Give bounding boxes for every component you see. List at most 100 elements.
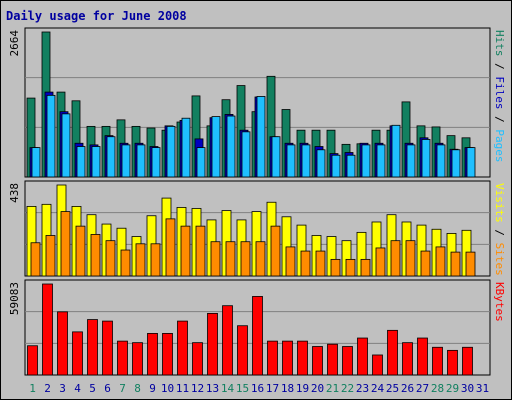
day-label-3: 3 (59, 382, 66, 395)
panel-2-bar-kbytes-7 (117, 340, 128, 376)
panel-1-bar-sites-30 (465, 251, 476, 277)
day-label-7: 7 (119, 382, 126, 395)
day-label-14: 14 (221, 382, 235, 395)
day-label-15: 15 (236, 382, 249, 395)
panel-1-bar-sites-21 (330, 258, 341, 277)
panel-2-bar-kbytes-18 (282, 340, 293, 376)
panel-0-bar-files-20 (316, 149, 326, 178)
panel-0-bar-files-18 (286, 144, 296, 178)
panel-0-bar-files-28 (436, 144, 446, 178)
panel-2-bar-kbytes-1 (27, 345, 38, 376)
day-label-8: 8 (134, 382, 141, 395)
panel-2-bar-kbytes-13 (207, 312, 218, 376)
panel-0-bar-files-5 (91, 146, 101, 178)
panel-1-bar-sites-28 (435, 246, 446, 277)
day-label-29: 29 (446, 382, 459, 395)
panel-0-bar-files-26 (406, 144, 416, 178)
day-label-23: 23 (356, 382, 369, 395)
panel-2-bar-kbytes-21 (327, 343, 338, 376)
panel-2-legend-item-0: KBytes (493, 282, 506, 322)
panel-0-bar-files-17 (271, 136, 281, 178)
day-label-1: 1 (29, 382, 36, 395)
panel-2-bar-kbytes-26 (402, 342, 413, 376)
panel-1-bar-sites-24 (375, 247, 386, 277)
panel-1-bar-sites-7 (120, 249, 131, 277)
panel-1-bar-sites-5 (90, 234, 101, 277)
panel-2-bar-kbytes-25 (387, 329, 398, 376)
panel-0-bar-files-27 (421, 139, 431, 178)
panel-1-bar-sites-15 (240, 241, 251, 277)
day-label-19: 19 (296, 382, 309, 395)
panel-1-bar-sites-18 (285, 246, 296, 277)
panel-1-bar-sites-25 (390, 240, 401, 277)
panel-0-bar-files-23 (361, 144, 371, 178)
panel-1-bar-sites-23 (360, 258, 371, 277)
day-label-17: 17 (266, 382, 279, 395)
panel-1-bar-sites-17 (270, 225, 281, 277)
panel-1-bar-sites-19 (300, 250, 311, 277)
panel-0-bar-files-19 (301, 144, 311, 178)
day-label-5: 5 (89, 382, 96, 395)
panel-0-bar-files-6 (106, 136, 116, 178)
panel-2-bar-kbytes-24 (372, 354, 383, 376)
panel-0-bar-files-7 (121, 144, 131, 178)
panel-1-bar-sites-1 (30, 242, 41, 277)
panel-0-bar-files-21 (331, 154, 341, 178)
day-label-24: 24 (371, 382, 385, 395)
panel-0-bar-files-2 (46, 94, 56, 178)
day-label-27: 27 (416, 382, 429, 395)
panel-1-bar-sites-12 (195, 225, 206, 277)
panel-1-bar-sites-22 (345, 258, 356, 277)
day-label-16: 16 (251, 382, 264, 395)
panel-1-bar-sites-9 (150, 243, 161, 277)
panel-2-bar-kbytes-8 (132, 342, 143, 376)
panel-1-bar-sites-27 (420, 250, 431, 277)
panel-0-bar-files-4 (76, 146, 86, 178)
panel-1-bar-sites-13 (210, 241, 221, 277)
panel-1-bar-sites-26 (405, 240, 416, 277)
panel-0-bar-files-16 (256, 96, 266, 178)
panel-2-bar-kbytes-10 (162, 333, 173, 376)
day-label-10: 10 (161, 382, 174, 395)
panel-0-bar-files-15 (241, 131, 251, 178)
panel-2-bar-kbytes-14 (222, 305, 233, 376)
panel-0-bar-files-11 (181, 117, 191, 178)
panel-0-legend-item-0: Hits (493, 30, 506, 57)
day-label-30: 30 (461, 382, 474, 395)
panel-0-bar-files-25 (391, 124, 401, 178)
panel-1-bar-sites-29 (450, 251, 461, 277)
day-label-13: 13 (206, 382, 219, 395)
panel-2-ymax-label: 59083 (8, 282, 21, 315)
panel-0-ymax-label: 2664 (8, 30, 21, 57)
panel-2-bar-kbytes-12 (192, 342, 203, 376)
panel-2-bar-kbytes-9 (147, 333, 158, 376)
panel-1-bar-sites-6 (105, 240, 116, 277)
panel-0-bar-files-30 (466, 147, 476, 178)
day-label-11: 11 (176, 382, 189, 395)
panel-2-bar-kbytes-4 (72, 331, 83, 376)
panel-2-bar-kbytes-6 (102, 320, 113, 376)
panel-1-bar-sites-3 (60, 211, 71, 277)
panel-2-bar-kbytes-17 (267, 340, 278, 376)
panel-2-bar-kbytes-28 (432, 346, 443, 376)
panel-1-ymax-label: 438 (8, 183, 21, 203)
day-label-31: 31 (476, 382, 489, 395)
panel-0-legend-item-3: / (493, 110, 506, 130)
panel-1-legend-item-2: Sites (493, 243, 506, 276)
day-label-18: 18 (281, 382, 294, 395)
panel-0-bar-files-3 (61, 113, 71, 178)
panel-1-bar-sites-4 (75, 225, 86, 277)
panel-1-bar-sites-8 (135, 243, 146, 277)
panel-0-legend-item-1: / (493, 57, 506, 77)
panel-1-bar-sites-10 (165, 218, 176, 277)
day-label-28: 28 (431, 382, 444, 395)
panel-2-bar-kbytes-19 (297, 340, 308, 376)
panel-0-bar-files-9 (151, 147, 161, 178)
day-label-2: 2 (44, 382, 51, 395)
panel-2-legend: KBytes (493, 282, 506, 322)
panel-2-bar-kbytes-22 (342, 346, 353, 376)
panel-0-bar-files-14 (226, 115, 236, 178)
panel-2-bar-kbytes-20 (312, 346, 323, 376)
panel-0-bar-files-29 (451, 149, 461, 178)
